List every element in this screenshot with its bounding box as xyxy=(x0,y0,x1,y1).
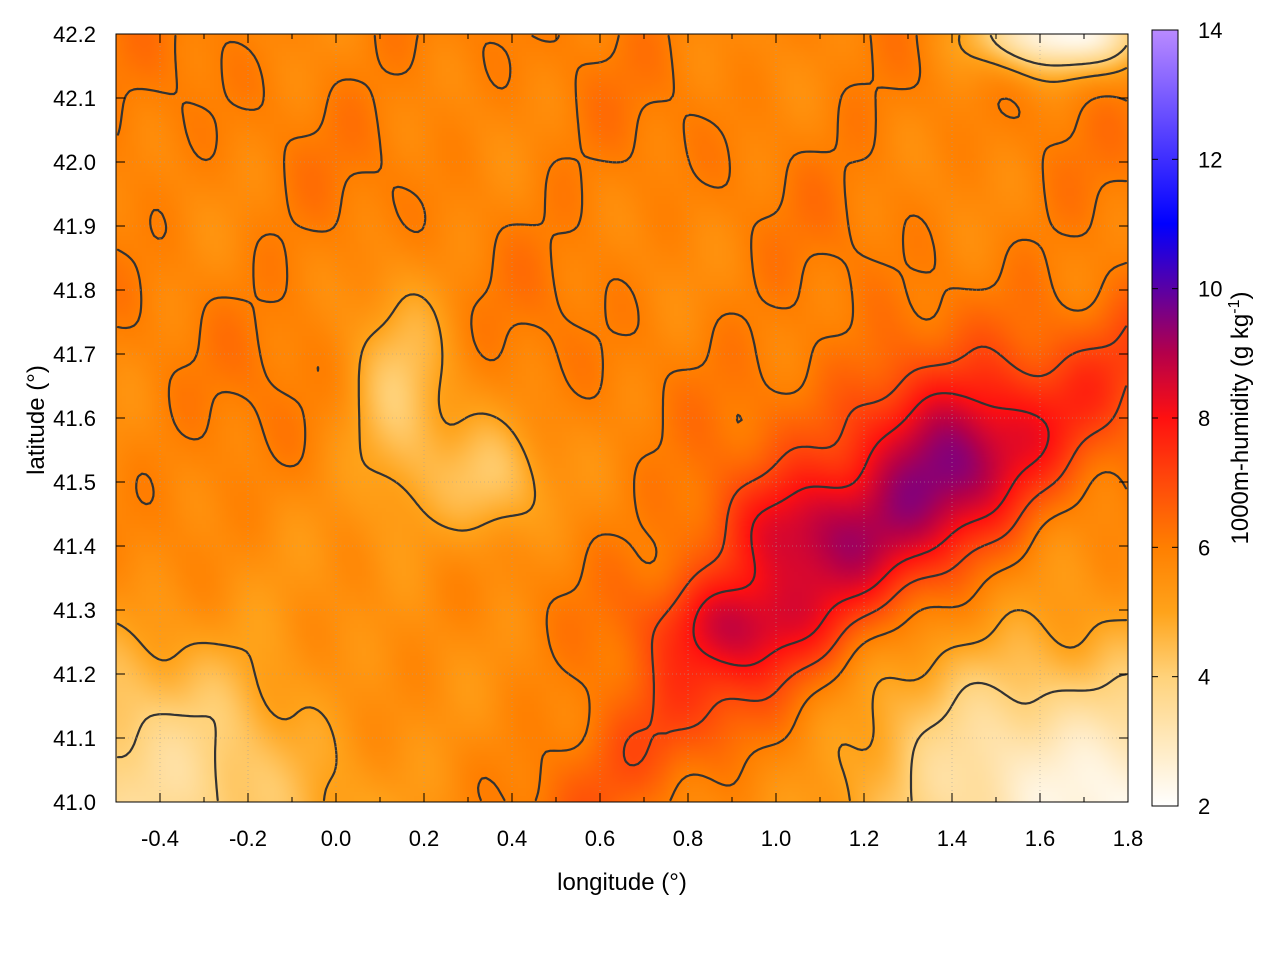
contour-level-8 xyxy=(692,392,1050,667)
y-tick-label: 41.5 xyxy=(53,470,96,495)
y-tick-label: 41.1 xyxy=(53,726,96,751)
x-axis-ticks: -0.4 -0.2 0.0 0.2 0.4 0.6 0.8 1.0 1.2 1.4 1.6 1.8 xyxy=(115,34,1144,851)
x-tick-label: 1.2 xyxy=(849,826,880,851)
x-tick-label: -0.4 xyxy=(141,826,179,851)
colorbar-label: 1000m-humidity (g kg-1) xyxy=(1226,292,1254,545)
colorbar-label-exponent: -1 xyxy=(1226,299,1243,313)
y-axis-ticks: 41.0 41.1 41.2 41.3 41.4 41.5 41.6 41.7 41.8 41.9… xyxy=(53,22,1128,815)
grid-lines xyxy=(116,34,1128,802)
x-tick-label: 0.6 xyxy=(585,826,616,851)
x-tick-label: -0.2 xyxy=(229,826,267,851)
colorbar-ticks: 2 4 6 8 10 12 14 xyxy=(1152,18,1222,819)
contour-level-5 xyxy=(116,34,1128,802)
y-axis-label: latitude (°) xyxy=(23,365,50,475)
cbar-tick-label: 2 xyxy=(1198,794,1210,819)
y-tick-label: 41.2 xyxy=(53,662,96,687)
colorbar: 2 4 6 8 10 12 14 1000m-humidity (g kg-1) xyxy=(1151,18,1254,819)
x-tick-label: 0.8 xyxy=(673,826,704,851)
contour-level-7 xyxy=(622,325,1128,767)
cbar-tick-label: 10 xyxy=(1198,277,1222,302)
x-tick-label: 0.2 xyxy=(409,826,440,851)
y-tick-label: 41.3 xyxy=(53,598,96,623)
x-tick-label: 1.6 xyxy=(1025,826,1056,851)
y-tick-label: 41.4 xyxy=(53,534,96,559)
colorbar-label-close: ) xyxy=(1227,292,1254,300)
x-tick-label: 0.4 xyxy=(497,826,528,851)
y-tick-label: 41.0 xyxy=(53,790,96,815)
x-tick-label: 1.0 xyxy=(761,826,792,851)
y-tick-label: 41.9 xyxy=(53,214,96,239)
y-tick-label: 41.6 xyxy=(53,406,96,431)
x-tick-label: 1.8 xyxy=(1113,826,1144,851)
y-tick-label: 42.1 xyxy=(53,86,96,111)
plot-area: -0.4 -0.2 0.0 0.2 0.4 0.6 0.8 1.0 1.2 1.4 1.6 1.8 4… xyxy=(53,22,1143,851)
y-tick-label: 41.7 xyxy=(53,342,96,367)
y-tick-label: 42.2 xyxy=(53,22,96,47)
cbar-tick-label: 4 xyxy=(1198,665,1210,690)
cbar-tick-label: 6 xyxy=(1198,535,1210,560)
colorbar-label-main: 1000m-humidity (g kg xyxy=(1227,314,1254,545)
x-tick-label: 0.0 xyxy=(321,826,352,851)
y-tick-label: 41.8 xyxy=(53,278,96,303)
x-axis-label: longitude (°) xyxy=(557,869,687,896)
x-tick-label: 1.4 xyxy=(937,826,968,851)
cbar-tick-label: 14 xyxy=(1198,18,1222,43)
cbar-tick-label: 12 xyxy=(1198,147,1222,172)
y-tick-label: 42.0 xyxy=(53,150,96,175)
cbar-tick-label: 8 xyxy=(1198,406,1210,431)
